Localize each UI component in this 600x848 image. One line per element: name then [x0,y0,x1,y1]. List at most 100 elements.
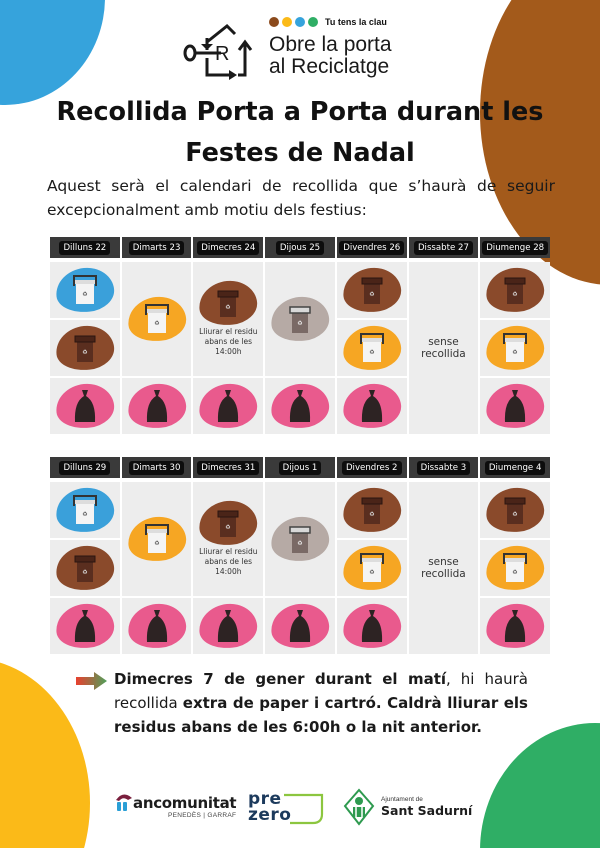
no-collection-label: sense recollida [421,336,466,360]
trash-bag-icon [146,390,167,422]
sanitary-blob [53,601,117,651]
svg-text:♻: ♻ [297,320,302,327]
collection-cell-organic: ♻ [50,540,120,596]
day-column-saturday: sense recollida [408,262,479,434]
rest-bin-icon: ♻ [289,306,311,333]
sanitary-blob [125,601,188,651]
dot-blue [295,17,305,27]
organic-blob: ♻ [484,265,547,315]
organic-bin-icon: ♻ [504,277,526,304]
day-column-monday: ♻ ♻ [50,262,120,434]
sanitary-blob [484,601,547,651]
mancomunitat-mark-icon [116,794,132,811]
collection-cell-packaging: ♻ [480,320,551,376]
collection-cell-paper: ♻ [50,262,120,318]
key-house-icon: R [183,23,253,80]
sanitary-blob [340,601,403,651]
mancomunitat-subtitle: PENEDÈS | GARRAF [168,812,237,819]
svg-text:♻: ♻ [369,291,374,298]
day-header: Dimecres 31 [193,457,264,478]
organic-bin-icon: ♻ [504,497,526,524]
logo-name: Obre la porta al Reciclatge [269,34,392,78]
day-header: Dijous 25 [265,237,335,258]
svg-text:R: R [215,43,229,65]
packaging-bin-icon: ♻ [503,333,528,362]
packaging-blob: ♻ [340,543,403,593]
organic-bin-icon: ♻ [217,290,239,317]
day-header: Dilluns 29 [50,457,120,478]
trash-bag-icon [218,610,239,642]
organic-bin-icon: ♻ [361,277,383,304]
collection-cell-sanitary [193,378,264,434]
campaign-logo: R Tu tens la clau Obre la porta al Recic… [183,16,423,86]
organic-blob: ♻ [484,485,547,535]
svg-text:♻: ♻ [82,569,87,576]
collection-cell-sanitary [121,378,192,434]
ajuntament-prefix: Ajuntament de [381,796,423,803]
collection-cell-packaging: ♻ [336,540,407,596]
packaging-blob: ♻ [125,514,188,564]
packaging-bin-icon: ♻ [359,553,384,582]
day-column-sunday: ♻ ♻ [480,262,551,434]
rest-bin-icon: ♻ [289,526,311,553]
collection-cell-rest: ♻ [265,482,335,596]
packaging-bin-icon: ♻ [359,333,384,362]
trash-bag-icon [74,610,95,642]
collection-cell-sanitary [121,598,192,654]
collection-cell-sanitary [50,598,120,654]
sanitary-blob [53,381,117,431]
svg-text:♻: ♻ [369,569,374,576]
trash-bag-icon [218,390,239,422]
organic-bin-icon: ♻ [361,497,383,524]
day-header: Divendres 2 [336,457,407,478]
day-header: Diumenge 28 [480,237,551,258]
no-collection-cell: sense recollida [408,262,479,434]
collection-cell-packaging: ♻ [480,540,551,596]
svg-text:♻: ♻ [82,291,87,298]
svg-text:♻: ♻ [512,349,517,356]
dot-yellow [282,17,292,27]
day-header: Divendres 26 [336,237,407,258]
trash-bag-icon [505,390,526,422]
mancomunitat-name: ancomunitat [133,794,237,812]
collection-cell-packaging: ♻ [336,320,407,376]
organic-bin-icon: ♻ [74,555,96,582]
trash-bag-icon [289,610,311,642]
prezero-line1: pre [248,789,282,809]
collection-cell-organic: ♻ [50,320,120,376]
organic-bin-icon: ♻ [74,335,96,362]
packaging-blob: ♻ [340,323,403,373]
collection-cell-organic: ♻ Lliurar el residu abans de les 14:00h [193,262,264,376]
packaging-blob: ♻ [484,323,547,373]
organic-blob: ♻ [340,265,403,315]
organic-blob: ♻ [340,485,403,535]
organic-blob: ♻ [197,278,260,328]
collection-cell-paper: ♻ [50,482,120,538]
day-header: Dilluns 22 [50,237,120,258]
sanitary-blob [268,601,332,651]
organic-blob: ♻ [197,498,260,548]
day-header: Diumenge 4 [480,457,551,478]
organic-bin-icon: ♻ [217,510,239,537]
svg-text:♻: ♻ [82,511,87,518]
collection-cell-sanitary [193,598,264,654]
day-header: Dimarts 23 [121,237,192,258]
logo-tagline: Tu tens la clau [325,17,387,27]
sanitary-blob [197,601,260,651]
packaging-blob: ♻ [125,294,188,344]
day-column-tuesday: ♻ [121,262,192,434]
svg-text:♻: ♻ [226,304,231,311]
calendar-header-row: Dilluns 22 Dimarts 23 Dimecres 24 Dijous… [50,237,551,258]
svg-text:♻: ♻ [369,511,374,518]
collection-cell-sanitary [336,598,407,654]
day-header: Dimarts 30 [121,457,192,478]
notice-text: Dimecres 7 de gener durant el matí, hi h… [114,670,529,736]
svg-text:♻: ♻ [512,291,517,298]
intro-text: Aquest serà el calendari de recollida qu… [47,177,555,219]
ajuntament-logo: Ajuntament de Sant Sadurní [343,788,472,826]
calendar-grid: ♻ ♻ ♻ [50,262,551,434]
paper-bin-icon: ♻ [72,275,97,304]
calendar-grid: ♻ ♻ ♻ [50,482,551,654]
paper-blob: ♻ [53,485,117,535]
no-collection-cell: sense recollida [408,482,479,654]
